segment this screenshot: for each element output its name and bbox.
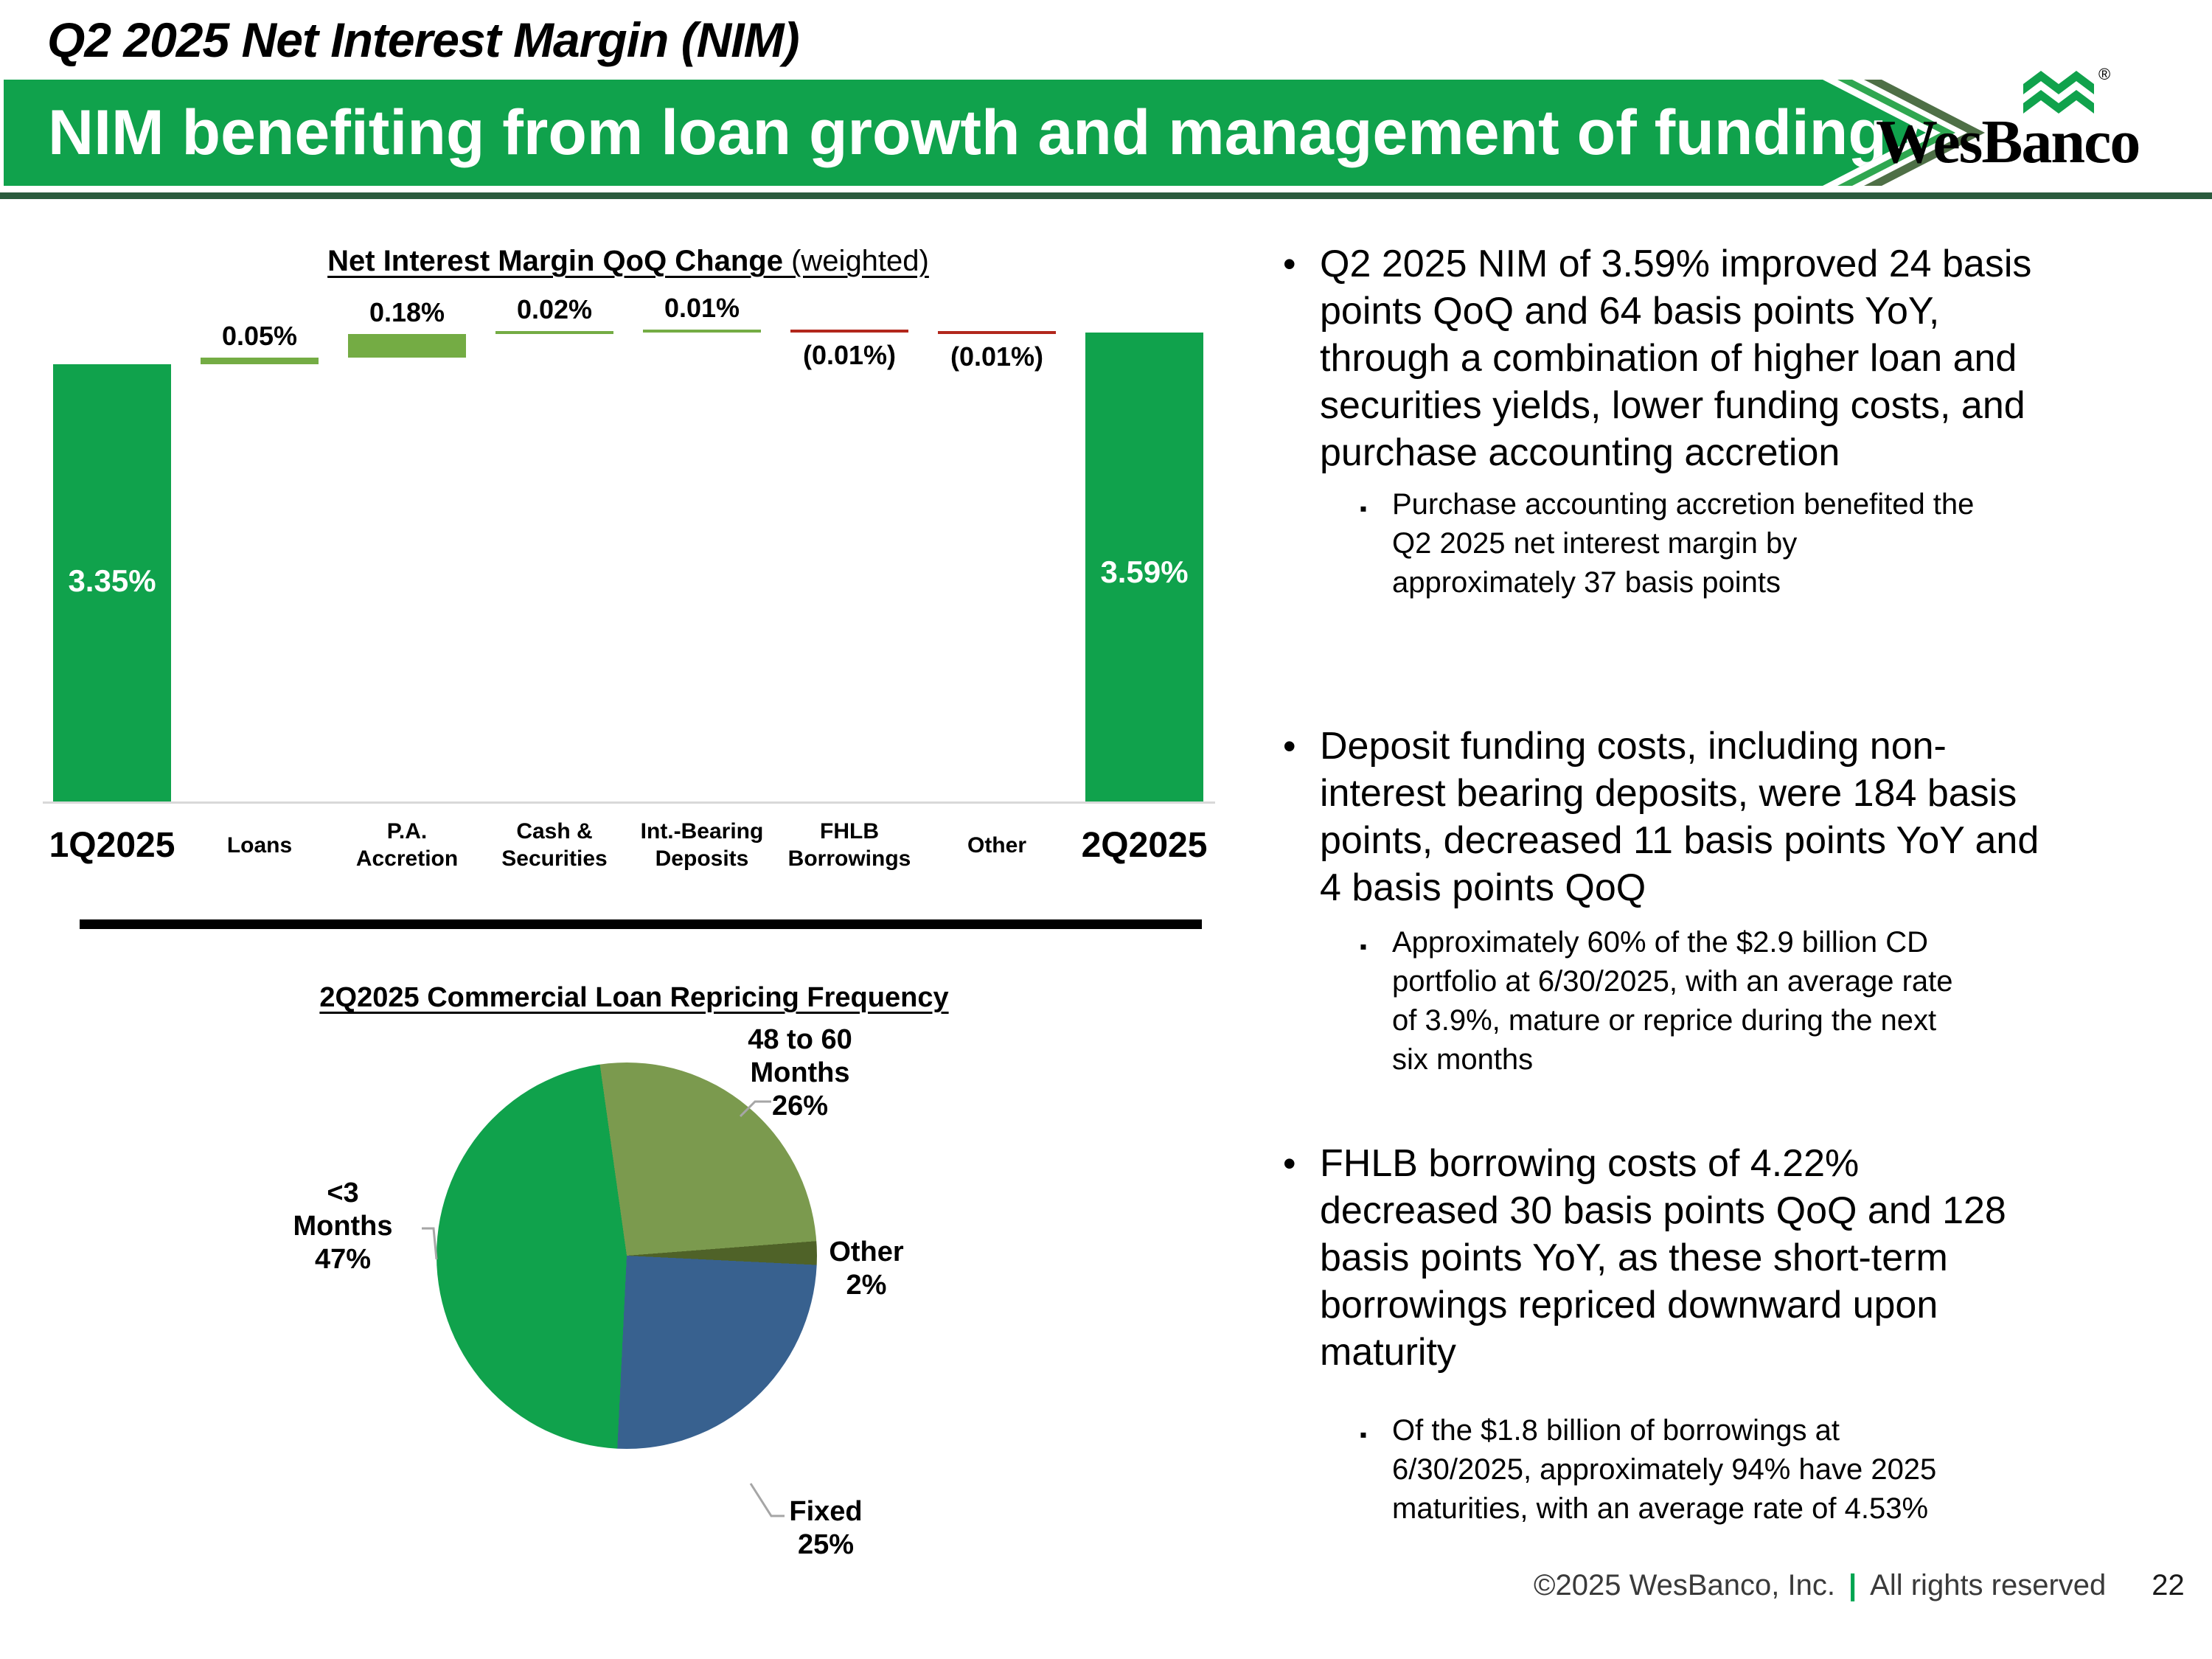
banner: NIM benefiting from loan growth and mana…	[4, 80, 1926, 186]
waterfall-value-cash-securities: 0.02%	[516, 294, 593, 325]
bullet-marker: ▪	[1360, 1423, 1367, 1446]
x-label-2q2025: 2Q2025	[1081, 825, 1208, 865]
waterfall-value-loans: 0.05%	[221, 320, 298, 351]
waterfall-plot: 3.35% 0.05% 0.18% 0.02% 0.01% (0.01%) (0.01%) 3…	[0, 0, 1256, 922]
waterfall-value-fhlb-borrowings: (0.01%)	[802, 340, 897, 371]
x-label-loans: Loans	[226, 832, 293, 858]
registered-mark: ®	[2098, 65, 2111, 83]
waterfall-bar-p-a-accretion	[348, 333, 466, 358]
waterfall-bar-loans	[201, 357, 319, 364]
waterfall-bar-cash-securities	[495, 331, 613, 335]
banner-rule	[0, 192, 2212, 199]
page-number: 22	[2152, 1569, 2185, 1601]
x-label-other: Other	[967, 832, 1026, 858]
logo-w-zigzag-icon	[2023, 71, 2094, 114]
waterfall-title-main: Net Interest Margin QoQ Change	[327, 245, 783, 277]
footer-separator: |	[1848, 1569, 1857, 1601]
pie-chart-title: 2Q2025 Commercial Loan Repricing Frequen…	[319, 982, 949, 1013]
bullet-marker: •	[1283, 1143, 1296, 1184]
waterfall-bar-int-bearing-deposits	[643, 330, 761, 333]
x-label-cash-securities: Cash & Securities	[501, 819, 608, 871]
pie-label-fixed: Fixed 25%	[789, 1496, 863, 1560]
bullet-text: Approximately 60% of the $2.9 billion CD…	[1392, 926, 1953, 1076]
subbullet-borrowings-maturities: ▪ Of the $1.8 billion of borrowings at 6…	[1283, 1411, 1936, 1528]
x-label-fhlb-borrowings: FHLB Borrowings	[787, 819, 911, 871]
bullet-text: FHLB borrowing costs of 4.22% decreased …	[1320, 1142, 2006, 1374]
pie-label-other: Other 2%	[829, 1237, 904, 1301]
logo-wordmark: WesBanco	[1876, 108, 2140, 176]
waterfall-bar-1q2025	[53, 364, 171, 804]
bullet-deposit-funding-costs: • Deposit funding costs, including non- …	[1283, 723, 2039, 911]
pie-label-lt3-months: <3 Months 47%	[293, 1178, 393, 1275]
waterfall-title-note: (weighted)	[782, 245, 929, 277]
bullet-nim-improvement: • Q2 2025 NIM of 3.59% improved 24 basis…	[1283, 240, 2031, 476]
waterfall-chart-title: Net Interest Margin QoQ Change (weighted…	[0, 245, 1256, 278]
bullet-marker: ▪	[1360, 497, 1367, 520]
footer-copyright: ©2025 WesBanco, Inc.	[1534, 1569, 1835, 1601]
waterfall-bar-2q2025	[1085, 332, 1203, 804]
waterfall-bar-fhlb-borrowings	[790, 330, 908, 333]
bullet-fhlb-borrowing-costs: • FHLB borrowing costs of 4.22% decrease…	[1283, 1140, 2006, 1376]
logo: ® WesBanco	[1873, 63, 2190, 181]
subbullet-purchase-accounting: ▪ Purchase accounting accretion benefite…	[1283, 485, 1974, 602]
x-label-pa-accretion: P.A. Accretion	[355, 819, 459, 871]
waterfall-value-other: (0.01%)	[950, 341, 1044, 372]
bullet-marker: •	[1283, 726, 1296, 767]
section-divider	[80, 919, 1202, 929]
waterfall-value-2q2025: 3.59%	[1100, 554, 1189, 589]
footer-rights: All rights reserved	[1870, 1569, 2107, 1601]
banner-label: NIM benefiting from loan growth and mana…	[48, 97, 2070, 168]
page-title: Q2 2025 Net Interest Margin (NIM)	[47, 13, 800, 67]
pie-chart	[437, 1062, 817, 1449]
bullet-marker: •	[1283, 243, 1296, 285]
bullet-marker: ▪	[1360, 935, 1367, 958]
bullet-text: Q2 2025 NIM of 3.59% improved 24 basis p…	[1320, 243, 2032, 474]
waterfall-x-axis: 1Q2025 Loans P.A. Accretion Cash & Secur…	[38, 810, 1218, 880]
bullet-text: Purchase accounting accretion benefited …	[1392, 488, 1975, 599]
footer: ©2025 WesBanco, Inc. | All rights reserv…	[1534, 1569, 2185, 1602]
bullet-text: Deposit funding costs, including non- in…	[1320, 725, 2039, 909]
waterfall-value-1q2025: 3.35%	[68, 563, 156, 598]
subbullet-cd-portfolio: ▪ Approximately 60% of the $2.9 billion …	[1283, 923, 1953, 1079]
x-label-1q2025: 1Q2025	[49, 825, 175, 865]
bullet-column: • Q2 2025 NIM of 3.59% improved 24 basis…	[1283, 0, 2212, 1659]
pie-label-48-to-60-months: 48 to 60 Months 26%	[748, 1024, 852, 1121]
waterfall-bar-other	[938, 331, 1056, 335]
waterfall-value-p-a-accretion: 0.18%	[369, 296, 445, 327]
x-label-int-bearing-deposits: Int.-Bearing Deposits	[640, 819, 764, 871]
bullet-text: Of the $1.8 billion of borrowings at 6/3…	[1392, 1414, 1937, 1525]
waterfall-baseline-axis	[43, 801, 1215, 804]
waterfall-value-int-bearing-deposits: 0.01%	[664, 293, 740, 324]
